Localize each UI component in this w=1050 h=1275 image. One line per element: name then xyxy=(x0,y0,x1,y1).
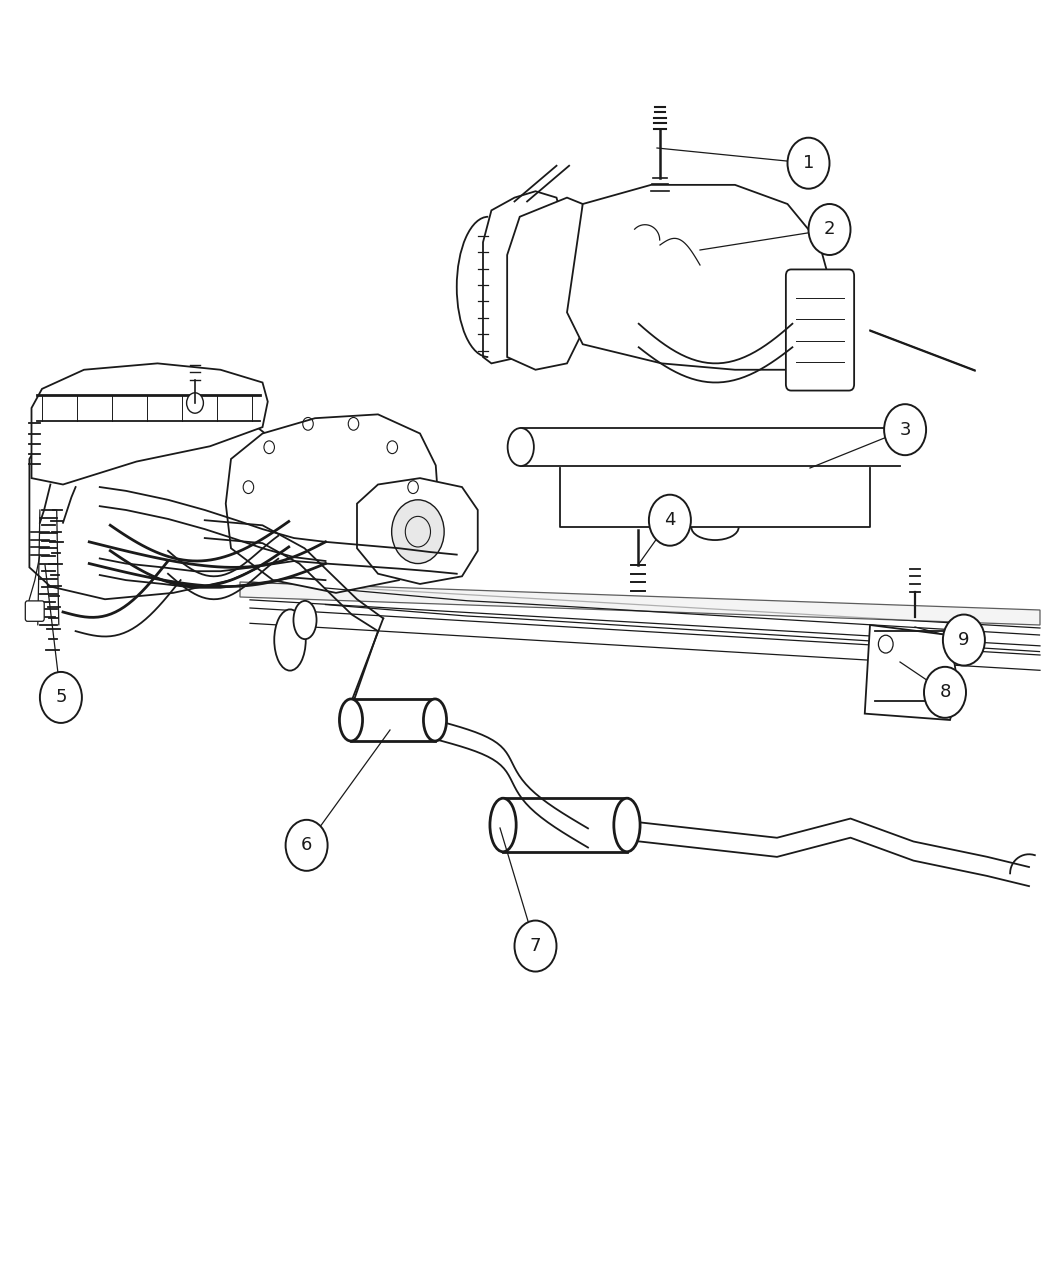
Polygon shape xyxy=(567,185,830,370)
Polygon shape xyxy=(29,408,281,599)
Ellipse shape xyxy=(423,699,446,741)
Text: 3: 3 xyxy=(900,421,910,439)
Text: 7: 7 xyxy=(530,937,541,955)
Text: 8: 8 xyxy=(940,683,950,701)
Polygon shape xyxy=(865,625,959,720)
Polygon shape xyxy=(507,198,583,370)
Circle shape xyxy=(649,495,691,546)
Ellipse shape xyxy=(339,699,362,741)
Polygon shape xyxy=(226,414,439,593)
Ellipse shape xyxy=(490,798,517,852)
Text: 6: 6 xyxy=(301,836,312,854)
Ellipse shape xyxy=(614,798,640,852)
Ellipse shape xyxy=(507,428,533,465)
Polygon shape xyxy=(483,191,562,363)
FancyBboxPatch shape xyxy=(785,269,854,390)
Text: 9: 9 xyxy=(959,631,969,649)
FancyBboxPatch shape xyxy=(25,601,44,621)
Circle shape xyxy=(943,615,985,666)
Ellipse shape xyxy=(274,609,306,671)
Text: 2: 2 xyxy=(824,221,835,238)
Text: 5: 5 xyxy=(56,688,66,706)
Circle shape xyxy=(40,672,82,723)
Polygon shape xyxy=(357,478,478,584)
Circle shape xyxy=(514,921,556,972)
Circle shape xyxy=(187,393,204,413)
Text: 1: 1 xyxy=(803,154,814,172)
Circle shape xyxy=(286,820,328,871)
Circle shape xyxy=(924,667,966,718)
Circle shape xyxy=(808,204,850,255)
Polygon shape xyxy=(32,363,268,484)
Text: 4: 4 xyxy=(665,511,675,529)
Circle shape xyxy=(392,500,444,564)
Polygon shape xyxy=(240,581,1040,625)
Circle shape xyxy=(788,138,830,189)
Ellipse shape xyxy=(293,601,316,639)
Circle shape xyxy=(884,404,926,455)
